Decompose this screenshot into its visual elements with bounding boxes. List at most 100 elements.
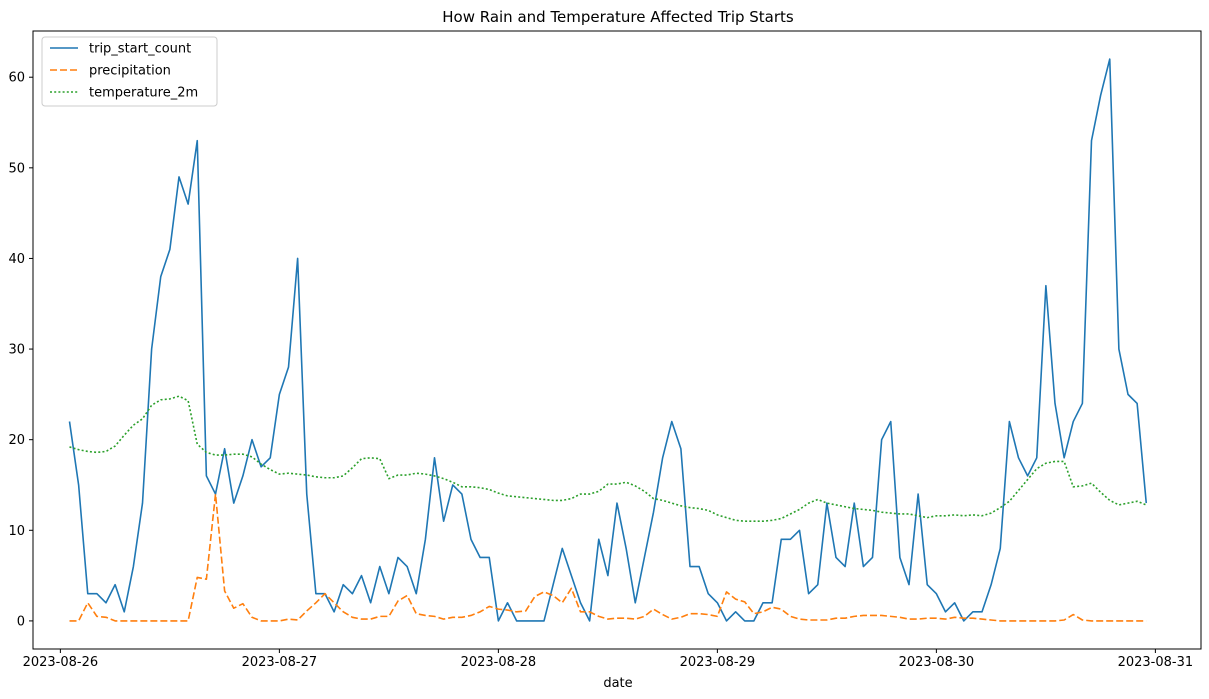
data-point xyxy=(123,434,125,436)
data-point xyxy=(288,618,290,620)
data-point xyxy=(251,439,253,441)
data-point xyxy=(151,620,153,622)
data-point xyxy=(1063,461,1065,463)
data-point xyxy=(205,451,207,453)
data-point xyxy=(351,616,353,618)
data-point xyxy=(342,584,344,586)
data-point xyxy=(817,499,819,501)
data-point xyxy=(142,620,144,622)
data-point xyxy=(616,502,618,504)
data-point xyxy=(634,618,636,620)
data-point xyxy=(789,615,791,617)
data-point xyxy=(479,611,481,613)
data-point xyxy=(233,502,235,504)
x-tick-label: 2023-08-28 xyxy=(461,655,537,670)
data-point xyxy=(397,474,399,476)
data-point xyxy=(488,606,490,608)
data-point xyxy=(196,140,198,142)
data-point xyxy=(643,557,645,559)
data-point xyxy=(196,577,198,579)
data-point xyxy=(415,613,417,615)
data-point xyxy=(853,615,855,617)
data-point xyxy=(288,472,290,474)
data-point xyxy=(881,439,883,441)
data-point xyxy=(479,557,481,559)
data-point xyxy=(844,566,846,568)
data-point xyxy=(415,472,417,474)
data-point xyxy=(762,602,764,604)
data-point xyxy=(388,478,390,480)
data-point xyxy=(315,593,317,595)
data-point xyxy=(972,617,974,619)
data-point xyxy=(771,602,773,604)
data-point xyxy=(169,398,171,400)
data-point xyxy=(552,595,554,597)
data-point xyxy=(990,512,992,514)
data-point xyxy=(890,512,892,514)
data-point xyxy=(78,449,80,451)
data-point xyxy=(689,613,691,615)
y-tick-label: 0 xyxy=(17,614,25,629)
data-point xyxy=(297,473,299,475)
data-point xyxy=(780,538,782,540)
data-point xyxy=(260,620,262,622)
data-point xyxy=(132,620,134,622)
data-point xyxy=(917,618,919,620)
data-point xyxy=(278,620,280,622)
data-point xyxy=(342,475,344,477)
data-point xyxy=(142,502,144,504)
data-point xyxy=(151,404,153,406)
data-point xyxy=(388,593,390,595)
data-point xyxy=(799,618,801,620)
data-point xyxy=(689,566,691,568)
data-point xyxy=(78,620,80,622)
data-point xyxy=(707,593,709,595)
data-point xyxy=(516,496,518,498)
data-point xyxy=(1100,94,1102,96)
data-point xyxy=(497,492,499,494)
data-point xyxy=(698,566,700,568)
data-point xyxy=(945,618,947,620)
data-point xyxy=(470,615,472,617)
data-point xyxy=(616,617,618,619)
data-point xyxy=(671,421,673,423)
data-point xyxy=(653,608,655,610)
y-tick-label: 40 xyxy=(8,252,25,267)
data-point xyxy=(187,400,189,402)
data-point xyxy=(707,614,709,616)
data-point xyxy=(744,520,746,522)
data-point xyxy=(817,584,819,586)
data-point xyxy=(297,619,299,621)
y-axis: 0 10 20 30 40 50 60 xyxy=(8,71,33,629)
data-point xyxy=(406,566,408,568)
data-point xyxy=(169,620,171,622)
data-point xyxy=(333,602,335,604)
data-point xyxy=(862,509,864,511)
data-point xyxy=(981,611,983,613)
y-tick-label: 20 xyxy=(8,433,25,448)
data-point xyxy=(123,620,125,622)
data-point xyxy=(844,617,846,619)
data-point xyxy=(1008,620,1010,622)
data-point xyxy=(844,506,846,508)
data-point xyxy=(269,469,271,471)
data-point xyxy=(105,451,107,453)
data-point xyxy=(826,619,828,621)
data-point xyxy=(1100,620,1102,622)
data-point xyxy=(406,474,408,476)
data-point xyxy=(497,608,499,610)
legend: trip_start_count precipitation temperature… xyxy=(41,36,218,107)
data-point xyxy=(872,557,874,559)
data-point xyxy=(643,490,645,492)
data-point xyxy=(379,615,381,617)
data-point xyxy=(443,478,445,480)
data-point xyxy=(945,515,947,517)
data-point xyxy=(771,606,773,608)
data-point xyxy=(662,614,664,616)
x-tick-label: 2023-08-26 xyxy=(23,655,99,670)
data-point xyxy=(315,476,317,478)
data-point xyxy=(434,615,436,617)
data-point xyxy=(333,611,335,613)
data-point xyxy=(698,508,700,510)
data-point xyxy=(808,502,810,504)
